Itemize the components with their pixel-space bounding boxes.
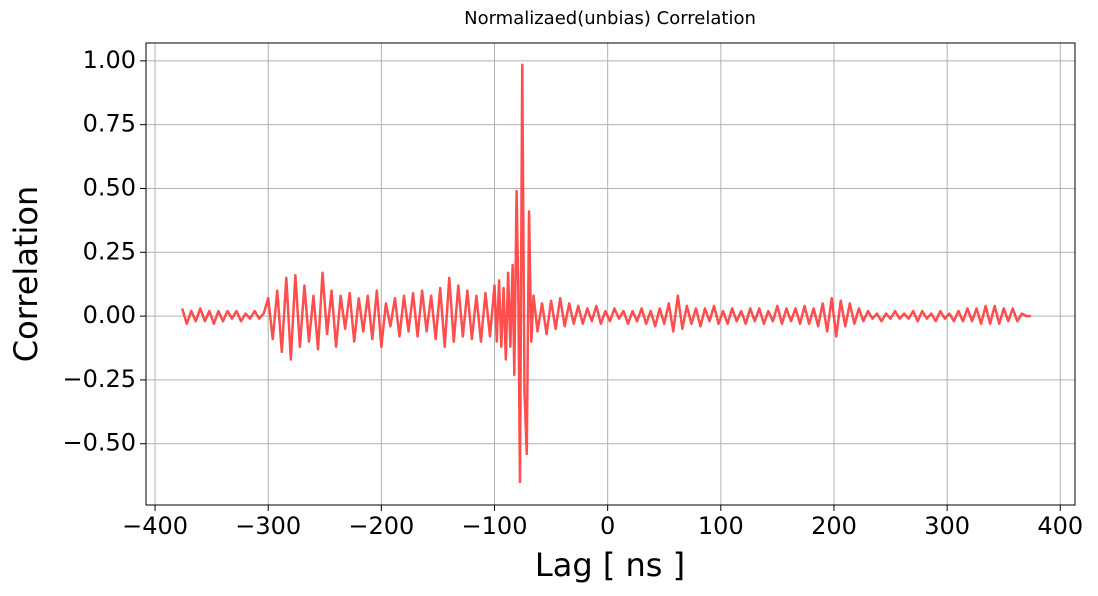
x-tick-label: 400 <box>1037 512 1083 540</box>
x-tick-label: −300 <box>235 512 301 540</box>
plot-frame <box>145 42 1076 506</box>
y-tick-label: 0.25 <box>83 237 136 265</box>
y-tick-label: 1.00 <box>83 46 136 74</box>
x-tick-label: −200 <box>348 512 414 540</box>
chart-title: Normalizaed(unbias) Correlation <box>464 8 756 29</box>
x-tick-label: 0 <box>600 512 615 540</box>
x-tick-label: 200 <box>811 512 857 540</box>
y-axis-label: Correlation <box>7 186 45 362</box>
y-tick-label: 0.75 <box>83 110 136 138</box>
x-tick-label: 100 <box>698 512 744 540</box>
x-tick-label: −400 <box>122 512 188 540</box>
y-tick-label: 0.00 <box>83 301 136 329</box>
x-axis-label: Lag [ ns ] <box>535 546 685 584</box>
x-tick-label: −100 <box>462 512 528 540</box>
y-tick-label: −0.50 <box>62 429 136 457</box>
x-tick-label: 300 <box>924 512 970 540</box>
y-tick-label: 0.50 <box>83 173 136 201</box>
data-line <box>181 63 1031 484</box>
y-tick-label: −0.25 <box>62 365 136 393</box>
